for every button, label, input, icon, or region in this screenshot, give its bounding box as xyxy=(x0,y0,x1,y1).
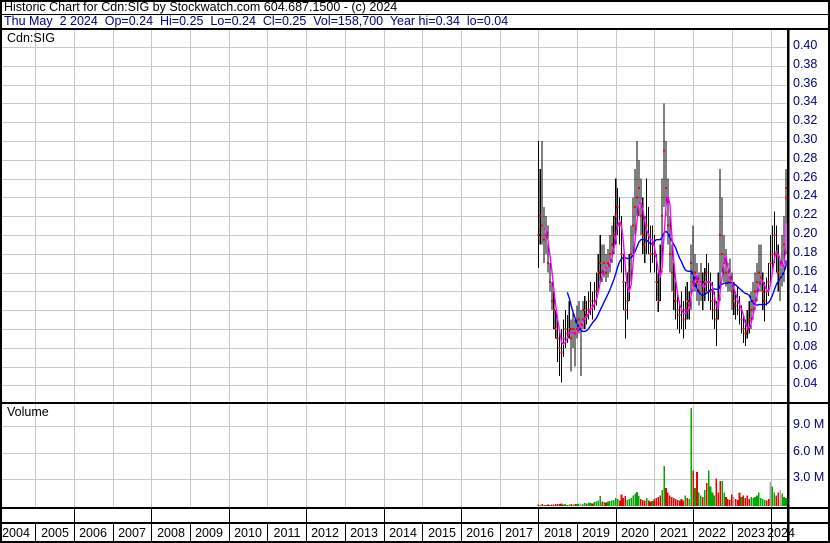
year-label: 2021 xyxy=(660,526,688,540)
price-axis-tick: 0.12 xyxy=(793,301,818,315)
year-label: 2019 xyxy=(582,526,610,540)
year-label: 2009 xyxy=(195,526,223,540)
grid-lines xyxy=(2,30,787,507)
price-axis-tick: 0.36 xyxy=(793,76,818,90)
volume-pane-label: Volume xyxy=(7,405,49,419)
year-label: 2005 xyxy=(41,526,69,540)
price-axis-tick: 0.34 xyxy=(793,94,818,108)
year-label: 2022 xyxy=(698,526,726,540)
year-label: 2011 xyxy=(273,526,301,540)
ma-slow-line xyxy=(566,230,787,333)
year-label: 2013 xyxy=(350,526,378,540)
price-axis-tick: 0.24 xyxy=(793,188,818,202)
year-label: 2018 xyxy=(544,526,572,540)
chart-ohlc-summary: Thu May 2 2024 Op=0.24 Hi=0.25 Lo=0.24 C… xyxy=(4,14,509,28)
chart-title: Historic Chart for Cdn:SIG by Stockwatch… xyxy=(4,0,398,14)
year-label: 2014 xyxy=(389,526,417,540)
price-axis-tick: 0.20 xyxy=(793,226,818,240)
year-label: 2017 xyxy=(505,526,533,540)
year-label: 2023 xyxy=(737,526,765,540)
volume-axis-tick: 3.0 M xyxy=(793,470,825,484)
price-axis-tick: 0.08 xyxy=(793,339,818,353)
price-axis-tick: 0.26 xyxy=(793,170,818,184)
price-axis-tick: 0.32 xyxy=(793,113,818,127)
year-label: 2015 xyxy=(428,526,456,540)
price-axis-tick: 0.06 xyxy=(793,358,818,372)
volume-bars xyxy=(537,408,787,506)
price-bars xyxy=(537,103,787,383)
symbol-label: Cdn:SIG xyxy=(7,31,55,45)
year-label: 2008 xyxy=(157,526,185,540)
year-label: 2004 xyxy=(2,526,30,540)
ma-fast-line xyxy=(544,194,787,346)
price-axis-tick: 0.16 xyxy=(793,264,818,278)
year-label: 2007 xyxy=(118,526,146,540)
axis-ticks xyxy=(35,509,772,543)
price-axis-tick: 0.28 xyxy=(793,151,818,165)
price-axis-tick: 0.10 xyxy=(793,320,818,334)
price-axis-tick: 0.22 xyxy=(793,207,818,221)
price-axis-tick: 0.38 xyxy=(793,57,818,71)
year-label: 2010 xyxy=(234,526,262,540)
year-label: 2012 xyxy=(311,526,339,540)
price-axis-tick: 0.40 xyxy=(793,38,818,52)
price-axis-tick: 0.18 xyxy=(793,245,818,259)
volume-axis-tick: 6.0 M xyxy=(793,444,825,458)
price-axis-tick: 0.04 xyxy=(793,376,818,390)
price-axis-tick: 0.30 xyxy=(793,132,818,146)
year-label: 2024 xyxy=(767,526,795,540)
year-label: 2020 xyxy=(621,526,649,540)
year-label: 2016 xyxy=(466,526,494,540)
volume-axis-tick: 9.0 M xyxy=(793,417,825,431)
price-axis-tick: 0.14 xyxy=(793,282,818,296)
year-label: 2006 xyxy=(79,526,107,540)
